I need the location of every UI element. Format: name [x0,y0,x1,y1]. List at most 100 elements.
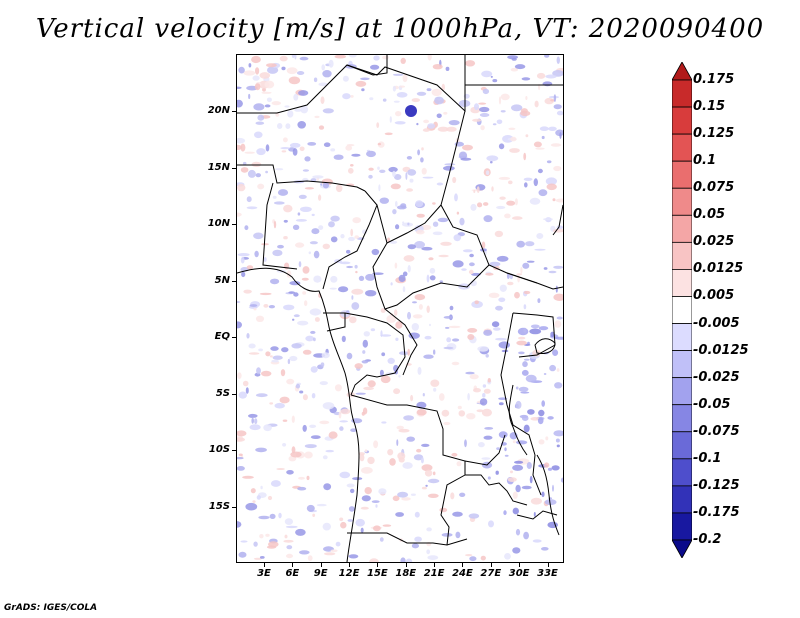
field-blob [360,506,369,510]
colorbar-level-label: 0.025 [693,234,735,250]
field-blob [255,67,260,75]
field-blob [476,186,480,194]
field-blob [395,321,403,329]
field-blob [393,100,400,103]
field-blob [427,493,439,498]
field-blob [468,269,474,275]
field-blob [265,170,268,174]
lon-tick [349,562,351,567]
field-blob [478,102,487,105]
field-blob [514,291,520,299]
lat-label: EQ [214,331,230,342]
colorbar-level-label: 0.075 [693,180,735,196]
field-blob [312,513,316,517]
field-blob [556,110,563,116]
field-blob [251,417,254,424]
field-blob [411,323,419,331]
field-blob [464,439,467,448]
field-blob [330,549,338,553]
field-blob [251,55,261,64]
field-blob [253,557,262,560]
field-blob [495,337,507,341]
field-blob [305,335,315,342]
border-angola [350,394,466,546]
field-blob [405,105,417,117]
field-blob [377,166,380,170]
field-blob [472,118,482,122]
field-blob [537,298,541,303]
field-blob [265,533,270,537]
field-blob [510,136,517,142]
field-blob [450,492,455,500]
field-blob [237,437,245,442]
field-blob [270,278,280,285]
coastline [237,267,360,562]
field-blob [286,67,298,75]
field-blob [395,224,400,230]
field-blob [483,202,489,206]
field-blob [470,203,477,211]
field-blob [541,491,545,498]
field-blob [370,328,376,332]
field-blob [339,471,351,479]
field-blob [512,491,518,499]
field-blob [259,292,272,296]
field-blob [511,104,523,112]
field-blob [244,151,255,154]
field-blob [443,316,453,319]
field-blob [252,75,260,81]
field-blob [360,527,364,533]
field-blob [321,64,325,71]
field-blob [516,340,527,346]
field-blob [546,160,552,164]
field-blob [318,82,329,87]
field-blob [301,277,309,281]
field-blob [256,495,261,500]
map-panel[interactable] [236,54,564,563]
colorbar-segment [672,79,692,108]
field-blob [364,449,368,453]
field-blob [269,402,274,405]
field-blob [514,460,524,464]
field-blob [408,332,420,339]
field-blob [553,165,562,172]
field-blob [361,88,365,92]
field-blob [515,386,519,390]
colorbar-segment [672,485,692,514]
field-blob [338,411,342,419]
field-blob [297,212,301,216]
velocity-map[interactable] [237,55,563,562]
colorbar-level-label: -0.05 [693,396,731,412]
field-blob [478,442,485,448]
field-blob [545,436,549,441]
field-blob [533,141,542,148]
field-blob [543,267,548,270]
field-blob [501,349,509,353]
field-blob [422,128,430,132]
field-blob [416,229,425,235]
field-blob [459,492,466,497]
field-blob [371,248,380,256]
field-blob [496,447,501,450]
field-blob [403,255,415,262]
field-blob [556,444,560,448]
colorbar-segment [672,350,692,379]
field-blob [359,453,365,462]
field-blob [309,241,318,245]
field-blob [490,161,493,164]
field-blob [421,486,427,490]
field-blob [523,424,530,433]
field-blob [416,91,427,96]
border-lake-malawi [536,454,560,536]
field-blob [253,308,257,311]
field-blob [429,323,431,327]
field-blob [433,387,437,392]
field-blob [350,428,357,433]
field-blob [443,165,455,171]
field-blob [246,196,252,203]
field-blob [441,533,453,537]
field-blob [265,144,270,152]
field-blob [339,420,348,423]
lon-label: 6E [285,568,300,579]
field-blob [398,428,410,433]
